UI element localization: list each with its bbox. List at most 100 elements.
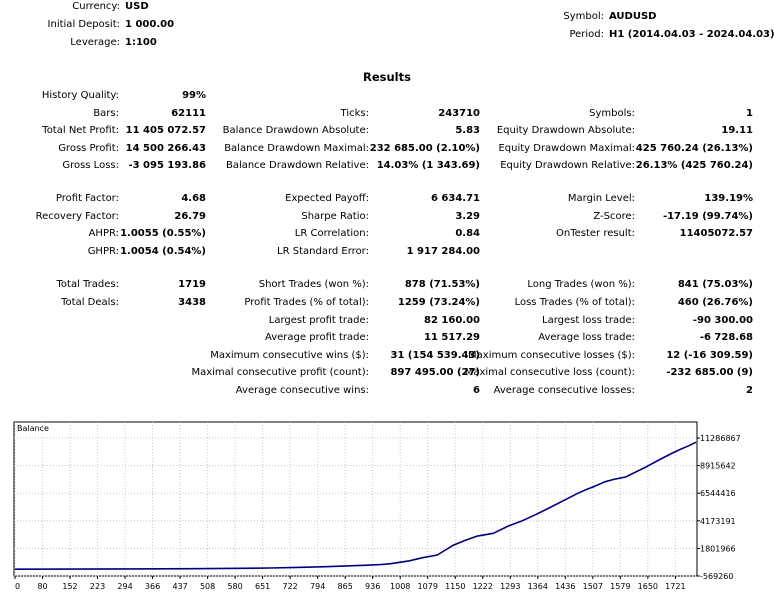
- stat-label: Maximal consecutive loss (count):: [464, 367, 635, 378]
- stat-label: Expected Payoff:: [285, 193, 369, 204]
- stat-label: Equity Drawdown Relative:: [500, 160, 635, 171]
- stat-label: Balance Drawdown Relative:: [225, 160, 369, 171]
- stat-value: 6 634.71: [430, 193, 480, 204]
- stat-value: 26.79: [174, 211, 206, 222]
- stat-value: 11405072.57: [679, 228, 753, 239]
- results-title: Results: [363, 70, 411, 84]
- x-tick-label: 1293: [500, 582, 520, 591]
- stat-label: OnTester result:: [555, 228, 635, 239]
- stat-label: Long Trades (won %):: [527, 279, 635, 290]
- y-tick-label: 1801966: [700, 544, 736, 553]
- x-tick-label: 1436: [555, 582, 575, 591]
- chart-x-ticks: 0 80 152 223 294 366 437 508 580 651 722 794 865 936 1…: [14, 576, 686, 591]
- stat-label: Loss Trades (% of total):: [514, 297, 635, 308]
- y-tick-label: -569260: [700, 572, 733, 581]
- stat-value: -17.19 (99.74%): [662, 211, 753, 222]
- stat-label: Margin Level:: [567, 193, 635, 204]
- leverage-value: 1:100: [125, 37, 157, 48]
- x-tick-label: 1579: [610, 582, 630, 591]
- y-tick-label: 8915642: [700, 462, 736, 471]
- stat-value: 3.29: [455, 211, 480, 222]
- balance-chart: Balance 11286867 8915642 6544416 4173191 180…: [13, 421, 741, 591]
- leverage-label: Leverage:: [70, 37, 120, 48]
- stat-label: Largest loss trade:: [542, 315, 635, 326]
- stat-value: 841 (75.03%): [677, 279, 753, 290]
- history-quality-value: 99%: [182, 90, 206, 101]
- x-tick-label: 152: [62, 582, 77, 591]
- chart-frame: [13, 421, 698, 577]
- stat-label: Balance Drawdown Maximal:: [224, 143, 369, 154]
- stat-label: Average loss trade:: [538, 332, 635, 343]
- stat-value: 0.84: [455, 228, 480, 239]
- x-tick-label: 794: [310, 582, 325, 591]
- stat-value: 1 917 284.00: [406, 246, 480, 257]
- x-tick-label: 223: [90, 582, 105, 591]
- x-tick-label: 1079: [418, 582, 438, 591]
- stat-label: Recovery Factor:: [35, 211, 119, 222]
- symbol-value: AUDUSD: [609, 11, 657, 22]
- stat-value: 11 405 072.57: [125, 125, 206, 136]
- x-tick-label: 651: [255, 582, 270, 591]
- stat-value: 3438: [178, 297, 206, 308]
- x-tick-label: 0: [15, 582, 20, 591]
- period-value: H1 (2014.04.03 - 2024.04.03): [609, 29, 774, 40]
- stat-value: 14.03% (1 343.69): [376, 160, 480, 171]
- stat-label: Total Trades:: [56, 279, 120, 290]
- stat-label: Average profit trade:: [264, 332, 369, 343]
- deposit-value: 1 000.00: [125, 19, 175, 30]
- stat-value: 2: [746, 385, 753, 396]
- currency-label: Currency:: [72, 1, 120, 12]
- stat-label: Total Deals:: [61, 297, 119, 308]
- x-tick-label: 865: [338, 582, 353, 591]
- stat-label: Gross Loss:: [62, 160, 119, 171]
- stat-value: 425 760.24 (26.13%): [635, 143, 753, 154]
- stat-value: 31 (154 539.43): [390, 350, 480, 361]
- stat-value: 14 500 266.43: [125, 143, 206, 154]
- x-tick-label: 580: [227, 582, 242, 591]
- x-tick-label: 437: [172, 582, 187, 591]
- history-quality-label: History Quality:: [41, 90, 119, 101]
- y-tick-label: 6544416: [700, 489, 736, 498]
- stat-label: Short Trades (won %):: [258, 279, 369, 290]
- stat-label: Z-Score:: [593, 211, 635, 222]
- chart-title: Balance: [17, 424, 49, 433]
- x-tick-label: 722: [283, 582, 298, 591]
- stat-value: 19.11: [721, 125, 753, 136]
- x-tick-label: 294: [117, 582, 132, 591]
- stat-value: 1: [746, 108, 753, 119]
- stat-label: Total Net Profit:: [42, 125, 119, 136]
- x-tick-label: 366: [145, 582, 160, 591]
- x-tick-label: 936: [365, 582, 380, 591]
- stat-label: Gross Profit:: [58, 143, 119, 154]
- stat-value: 897 495.00 (27): [390, 367, 480, 378]
- period-label: Period:: [569, 29, 604, 40]
- stat-value: 62111: [171, 108, 206, 119]
- y-tick-label: 11286867: [700, 434, 741, 443]
- stat-value: 232 685.00 (2.10%): [369, 143, 480, 154]
- stat-label: Average consecutive losses:: [493, 385, 635, 396]
- stat-label: Ticks:: [340, 108, 369, 119]
- deposit-label: Initial Deposit:: [47, 19, 120, 30]
- stat-value: 460 (26.76%): [677, 297, 753, 308]
- balance-line: [14, 441, 697, 570]
- stat-label: Maximum consecutive losses ($):: [468, 350, 635, 361]
- stat-value: 1259 (73.24%): [397, 297, 480, 308]
- stat-value: 1719: [178, 279, 206, 290]
- stat-value: 26.13% (425 760.24): [635, 160, 753, 171]
- currency-value: USD: [125, 1, 149, 12]
- x-tick-label: 1721: [665, 582, 685, 591]
- stat-value: 6: [473, 385, 480, 396]
- x-tick-label: 1222: [473, 582, 493, 591]
- stat-label: Equity Drawdown Maximal:: [498, 143, 635, 154]
- stat-value: 5.83: [455, 125, 480, 136]
- stat-label: Average consecutive wins:: [235, 385, 369, 396]
- stat-value: 878 (71.53%): [404, 279, 480, 290]
- stat-label: LR Correlation:: [294, 228, 369, 239]
- stat-value: 1.0055 (0.55%): [120, 228, 206, 239]
- stat-label: Sharpe Ratio:: [301, 211, 369, 222]
- stat-label: Largest profit trade:: [268, 315, 369, 326]
- stat-label: Maximal consecutive profit (count):: [191, 367, 369, 378]
- stat-value: 4.68: [181, 193, 206, 204]
- stat-label: AHPR:: [88, 228, 119, 239]
- chart-y-ticks: 11286867 8915642 6544416 4173191 1801966 -569…: [697, 434, 741, 581]
